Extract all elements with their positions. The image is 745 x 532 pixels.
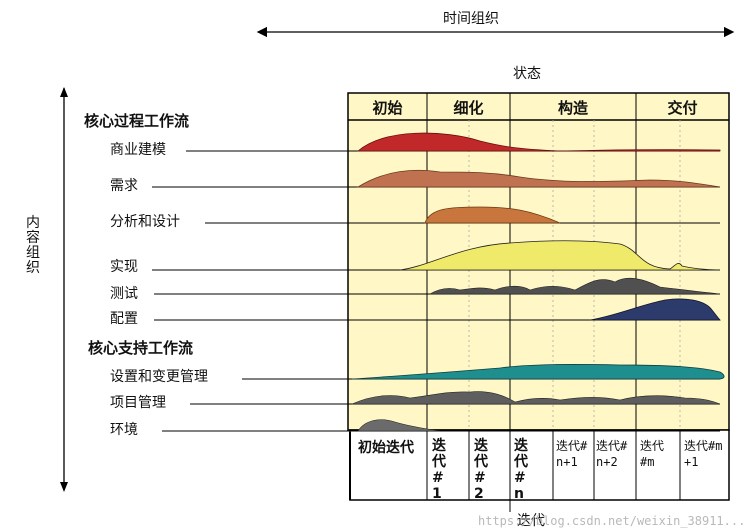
configuration-workload [589, 298, 721, 321]
time-axis-label: 时间组织 [443, 11, 499, 27]
iteration-1: 迭代#1 [432, 438, 446, 502]
workflow-label-business-modeling: 商业建模 [110, 142, 166, 158]
iteration-2: 迭代#2 [474, 438, 488, 502]
change-management-workload [351, 364, 725, 380]
content-axis-char: 织 [26, 260, 40, 276]
iteration-m: 迭代#m [640, 439, 665, 469]
phase-header-transition: 交付 [667, 99, 698, 117]
workflow-label-configuration: 配置 [110, 311, 138, 327]
phase-header-elaboration: 细化 [453, 99, 484, 117]
core-process-heading: 核心过程工作流 [84, 112, 190, 130]
content-axis-char: 容 [26, 230, 40, 246]
workflow-label-analysis-design: 分析和设计 [110, 214, 180, 230]
content-axis-char: 内 [26, 215, 40, 231]
content-axis-label: 内 容 组 织 [24, 216, 42, 276]
workflow-label-implementation: 实现 [110, 259, 138, 275]
workflow-label-test: 测试 [110, 286, 138, 302]
environment-workload [357, 419, 441, 432]
core-support-heading: 核心支持工作流 [88, 339, 194, 357]
workflow-label-requirements: 需求 [110, 178, 138, 194]
implementation-workload [399, 240, 721, 271]
watermark: https://blog.csdn.net/weixin_38911... [478, 514, 743, 528]
analysis-design-workload [424, 206, 561, 224]
iteration-initial: 初始迭代 [358, 440, 414, 456]
workflow-label-change-management: 设置和变更管理 [110, 369, 208, 385]
business-modeling-workload [356, 132, 721, 152]
project-management-workload [351, 391, 721, 405]
iteration-m-plus-1: 迭代#m+1 [684, 439, 723, 469]
iteration-n: 迭代#n [514, 438, 528, 502]
iteration-n-plus-1: 迭代#n+1 [556, 439, 588, 469]
requirements-workload [356, 169, 721, 188]
state-label: 状态 [513, 66, 541, 82]
phase-header-inception: 初始 [372, 99, 403, 117]
test-workload [428, 278, 721, 295]
content-axis-char: 组 [26, 245, 40, 261]
phase-header-construction: 构造 [557, 99, 588, 117]
workflow-label-environment: 环境 [110, 422, 138, 438]
iteration-n-plus-2: 迭代#n+2 [596, 439, 628, 469]
workflow-label-project-management: 项目管理 [110, 395, 166, 411]
iteration-axis-label: 迭代 [517, 513, 545, 529]
